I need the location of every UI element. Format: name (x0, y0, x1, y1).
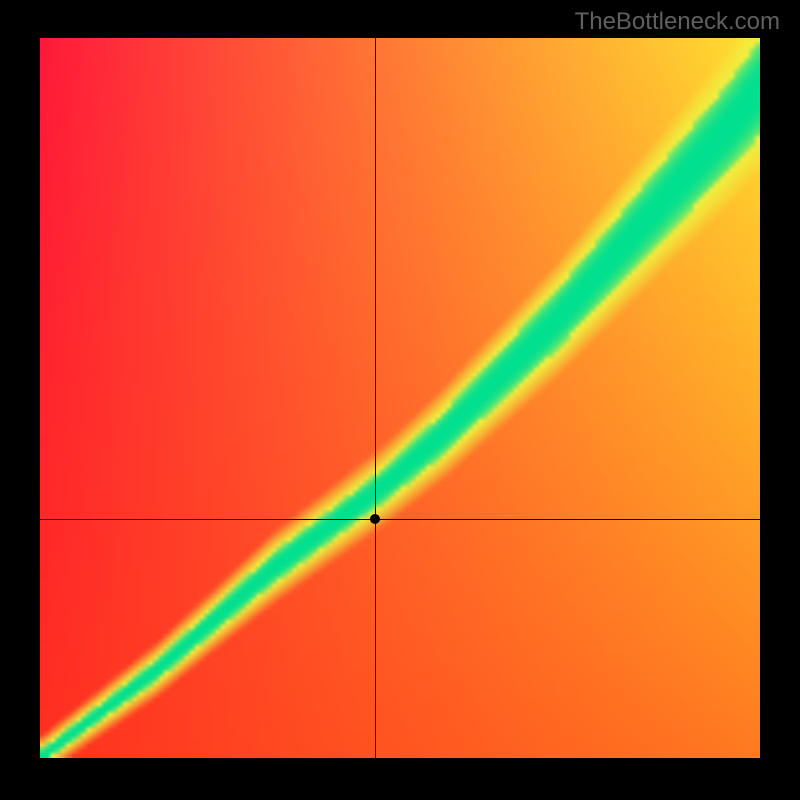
crosshair-vertical (375, 38, 376, 758)
heatmap-plot (40, 38, 760, 758)
crosshair-horizontal (40, 519, 760, 520)
heatmap-canvas (40, 38, 760, 758)
watermark-text: TheBottleneck.com (575, 8, 780, 36)
crosshair-marker (370, 514, 380, 524)
